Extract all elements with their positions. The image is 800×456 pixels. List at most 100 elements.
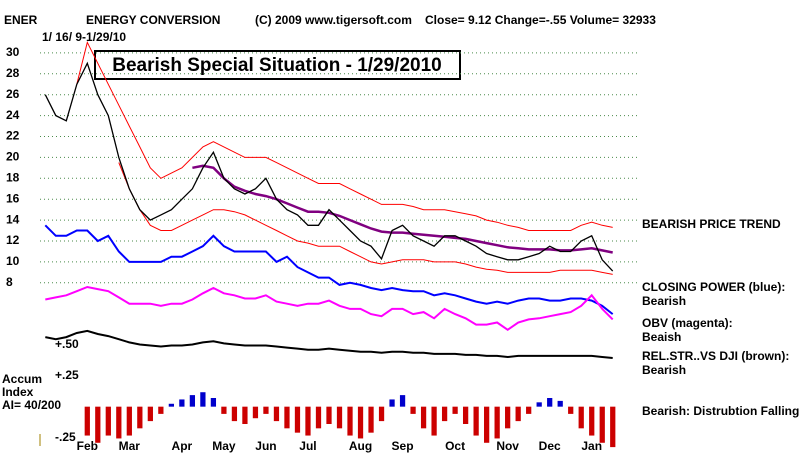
bar (95, 406, 101, 443)
bar (315, 406, 322, 429)
bar (126, 406, 132, 436)
annotation: Bearish (642, 294, 686, 308)
bar (105, 406, 111, 436)
bar (378, 406, 385, 422)
bar (263, 406, 269, 414)
y-tick-label: 22 (6, 129, 20, 143)
bar (441, 406, 448, 422)
bar (484, 406, 490, 443)
bar (599, 406, 605, 443)
bar (273, 406, 280, 422)
accum-annotation: +.25 (55, 368, 79, 382)
bar (221, 406, 227, 414)
x-tick-label: Dec (539, 439, 561, 453)
annotation: Bearish (642, 363, 686, 377)
accum-annotation: +.50 (55, 337, 79, 351)
bar (473, 406, 479, 436)
x-tick-label: Apr (172, 439, 193, 453)
x-tick-label: Feb (77, 439, 98, 453)
x-tick-label: Jan (581, 439, 602, 453)
y-tick-label: 8 (6, 275, 13, 289)
bar (610, 406, 616, 448)
annotation: Beaish (642, 330, 681, 344)
chart-title: Bearish Special Situation - 1/29/2010 (112, 55, 441, 76)
bar (568, 406, 574, 414)
bar (515, 406, 521, 422)
series-line (45, 329, 613, 359)
x-tick-label: Jun (255, 439, 276, 453)
date-range: 1/ 16/ 9-1/29/10 (42, 30, 126, 44)
series-line (192, 164, 613, 254)
series-line (45, 285, 614, 332)
y-tick-label: 20 (6, 150, 20, 164)
bar (389, 399, 395, 407)
bar (116, 406, 122, 439)
annotation: BEARISH PRICE TREND (642, 217, 781, 231)
bar (557, 400, 563, 407)
x-tick-label: Oct (445, 439, 465, 453)
accum-label: Accum (2, 372, 42, 386)
y-tick-label: 30 (6, 45, 20, 59)
annotation: Bearish: Distrubtion Falling. (642, 404, 800, 418)
bar (347, 406, 353, 436)
bar (399, 395, 406, 407)
quote: Close= 9.12 Change=-.55 Volume= 32933 (425, 13, 656, 27)
bar (294, 406, 301, 433)
series-line (44, 61, 614, 272)
bar (589, 406, 595, 436)
y-tick-label: 26 (6, 87, 20, 101)
bar (431, 406, 437, 436)
x-tick-label: Sep (392, 439, 414, 453)
y-tick-label: 28 (6, 66, 20, 80)
bar (410, 406, 416, 414)
bar (189, 395, 196, 407)
y-tick-label: 10 (6, 254, 20, 268)
bar (547, 398, 553, 407)
bar (147, 406, 153, 422)
company-name: ENERGY CONVERSION (86, 13, 220, 27)
series-line (44, 224, 614, 315)
bar (505, 406, 511, 429)
y-tick-label: 18 (6, 170, 20, 184)
x-tick-label: Aug (349, 439, 372, 453)
accum-label: AI= 40/200 (2, 398, 61, 412)
y-tick-label: 12 (6, 233, 20, 247)
y-tick-label: 24 (6, 108, 20, 122)
series-line (118, 162, 613, 275)
bar (179, 399, 185, 407)
bar (252, 406, 259, 419)
bar (200, 392, 206, 407)
bar (210, 398, 217, 407)
bar (462, 406, 469, 424)
bar (305, 406, 311, 436)
y-tick-label: 16 (6, 191, 20, 205)
bar (526, 406, 532, 414)
symbol: ENER (4, 13, 38, 27)
bar (578, 406, 584, 429)
annotation: OBV (magenta): (642, 316, 733, 330)
x-tick-label: May (212, 439, 236, 453)
bar (137, 406, 143, 429)
accum-label: Index (2, 385, 34, 399)
bar (336, 406, 343, 429)
y-tick-label: 14 (6, 212, 20, 226)
x-tick-label: Jul (299, 439, 316, 453)
title-box (94, 50, 461, 80)
bar (242, 406, 248, 424)
bar (452, 406, 458, 414)
series-line (76, 40, 613, 231)
bar (158, 406, 164, 414)
bar (84, 406, 90, 436)
copyright: (C) 2009 www.tigersoft.com (255, 13, 412, 27)
annotation: CLOSING POWER (blue): (642, 280, 785, 294)
x-tick-label: Mar (119, 439, 141, 453)
bar (368, 406, 374, 433)
bar (284, 406, 290, 429)
annotation: REL.STR..VS DJI (brown): (642, 349, 789, 363)
x-tick-label: Nov (496, 439, 519, 453)
accum-annotation: -.25 (55, 430, 76, 444)
bar (231, 406, 238, 422)
bar (420, 406, 427, 429)
bar (168, 403, 174, 407)
